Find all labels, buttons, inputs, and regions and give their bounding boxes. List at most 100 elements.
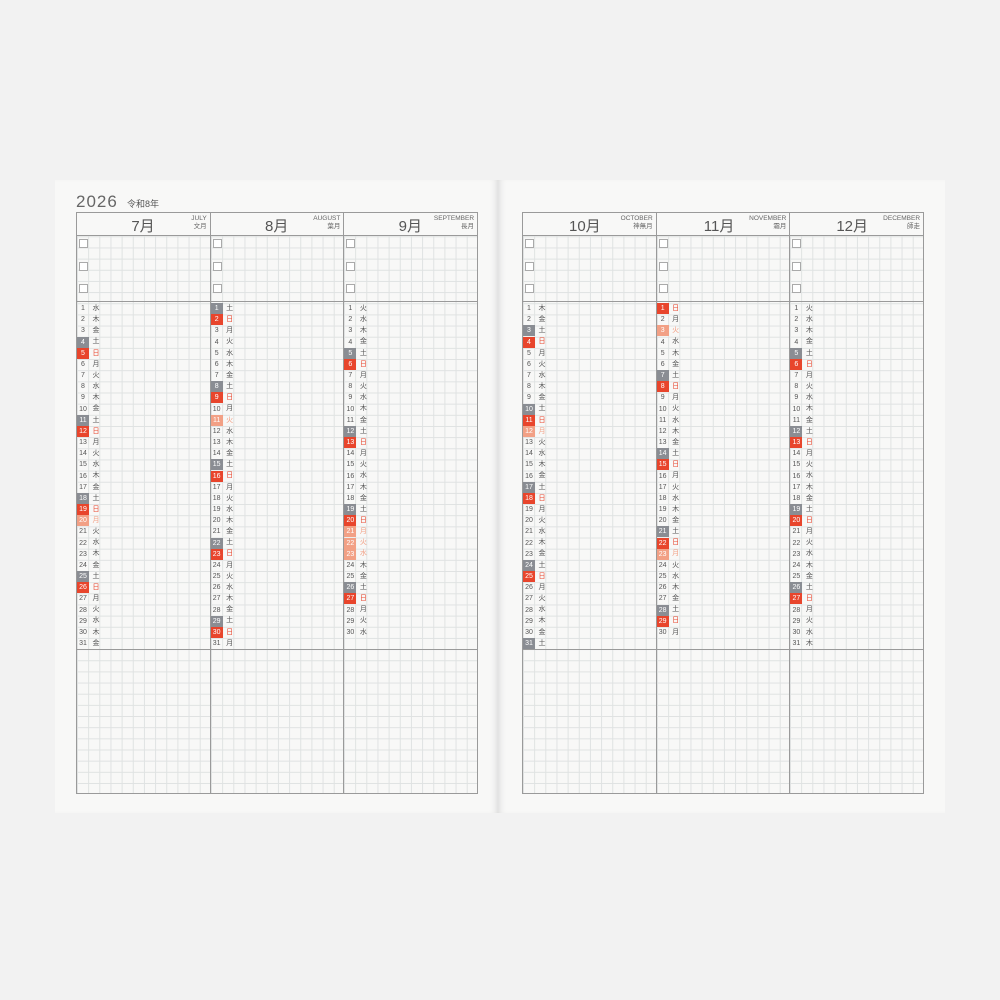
day-row[interactable]: 18 [523,492,535,504]
day-row[interactable]: 30 [210,626,223,638]
day-row[interactable]: 25 [344,571,356,582]
day-row[interactable]: 2 [790,314,802,325]
day-row[interactable]: 16 [523,471,535,482]
day-row[interactable]: 26 [77,582,89,594]
day-row[interactable]: 23 [656,548,669,560]
day-row[interactable]: 10 [657,404,669,415]
day-row[interactable]: 15 [790,459,802,470]
day-row[interactable]: 30 [790,627,802,638]
day-row[interactable]: 19 [344,504,357,516]
day-row[interactable]: 27 [344,593,357,605]
day-row[interactable]: 21 [656,526,669,538]
day-row[interactable]: 3 [77,325,89,336]
day-row[interactable]: 17 [657,482,669,493]
day-row[interactable]: 28 [211,605,223,616]
checkbox[interactable] [212,239,222,248]
day-row[interactable]: 25 [77,571,89,583]
day-row[interactable]: 29 [77,616,89,627]
day-row[interactable]: 12 [657,426,669,437]
day-row[interactable]: 15 [523,459,535,470]
day-row[interactable]: 3 [523,325,535,337]
day-row[interactable]: 3 [656,325,669,337]
checkbox[interactable] [525,262,534,271]
day-row[interactable]: 22 [790,538,802,549]
day-row[interactable]: 29 [523,616,535,627]
checkbox[interactable] [346,284,356,293]
day-row[interactable]: 18 [657,493,669,504]
checkbox[interactable] [212,262,222,271]
day-row[interactable]: 14 [790,448,802,459]
day-row[interactable]: 15 [77,459,89,470]
day-row[interactable]: 23 [790,549,802,560]
day-row[interactable]: 30 [77,627,89,638]
day-row[interactable]: 5 [211,348,223,359]
day-row[interactable]: 29 [790,616,802,627]
day-row[interactable]: 23 [77,549,89,560]
day-row[interactable]: 4 [790,337,802,348]
day-row[interactable]: 30 [523,627,535,638]
day-row[interactable]: 9 [523,392,535,403]
day-row[interactable]: 5 [523,348,535,359]
day-row[interactable]: 3 [344,325,356,336]
day-row[interactable]: 16 [790,471,802,482]
checkbox[interactable] [792,262,802,271]
day-row[interactable]: 15 [344,459,356,470]
day-row[interactable]: 6 [344,358,357,370]
day-row[interactable]: 1 [523,303,535,314]
day-row[interactable]: 10 [790,404,802,415]
day-row[interactable]: 15 [656,459,669,471]
day-row[interactable]: 31 [523,638,535,650]
day-row[interactable]: 27 [790,593,803,605]
day-row[interactable]: 22 [344,537,357,549]
day-row[interactable]: 1 [210,303,223,314]
day-row[interactable]: 26 [523,582,535,593]
day-row[interactable]: 20 [523,515,535,526]
day-row[interactable]: 14 [344,448,356,459]
day-row[interactable]: 2 [523,314,535,325]
day-row[interactable]: 12 [77,425,89,437]
day-row[interactable]: 14 [77,448,89,459]
checkbox[interactable] [525,284,534,293]
day-row[interactable]: 27 [211,593,223,604]
day-row[interactable]: 13 [523,437,535,448]
day-row[interactable]: 14 [523,448,535,459]
day-row[interactable]: 25 [211,571,223,582]
checkbox[interactable] [212,284,222,293]
day-row[interactable]: 19 [211,504,223,515]
day-row[interactable]: 24 [657,560,669,571]
day-row[interactable]: 8 [656,381,669,393]
day-row[interactable]: 21 [77,526,89,537]
day-row[interactable]: 7 [211,370,223,381]
day-row[interactable]: 14 [211,448,223,459]
day-row[interactable]: 16 [77,471,89,482]
day-row[interactable]: 23 [344,548,357,560]
day-row[interactable]: 19 [790,504,803,516]
day-row[interactable]: 31 [77,638,89,649]
day-row[interactable]: 7 [656,370,669,382]
day-row[interactable]: 13 [211,437,223,448]
day-row[interactable]: 28 [77,605,89,616]
day-row[interactable]: 23 [210,548,223,560]
day-row[interactable]: 12 [523,425,535,437]
day-row[interactable]: 22 [210,537,223,549]
day-row[interactable]: 17 [77,482,89,493]
day-row[interactable]: 27 [77,593,89,604]
day-row[interactable]: 11 [77,414,89,426]
day-row[interactable]: 8 [344,381,356,392]
day-row[interactable]: 1 [77,303,89,314]
day-row[interactable]: 21 [523,526,535,537]
day-row[interactable]: 24 [344,560,356,571]
day-row[interactable]: 27 [657,593,669,604]
day-row[interactable]: 3 [790,325,802,336]
day-row[interactable]: 25 [523,571,535,583]
day-row[interactable]: 20 [211,515,223,526]
day-row[interactable]: 11 [790,415,802,426]
day-row[interactable]: 17 [523,481,535,493]
day-row[interactable]: 11 [523,414,535,426]
checkbox[interactable] [658,239,668,248]
checkbox[interactable] [525,239,534,248]
day-row[interactable]: 7 [344,370,356,381]
checkbox[interactable] [346,262,356,271]
day-row[interactable]: 3 [211,325,223,336]
checkbox[interactable] [658,284,668,293]
